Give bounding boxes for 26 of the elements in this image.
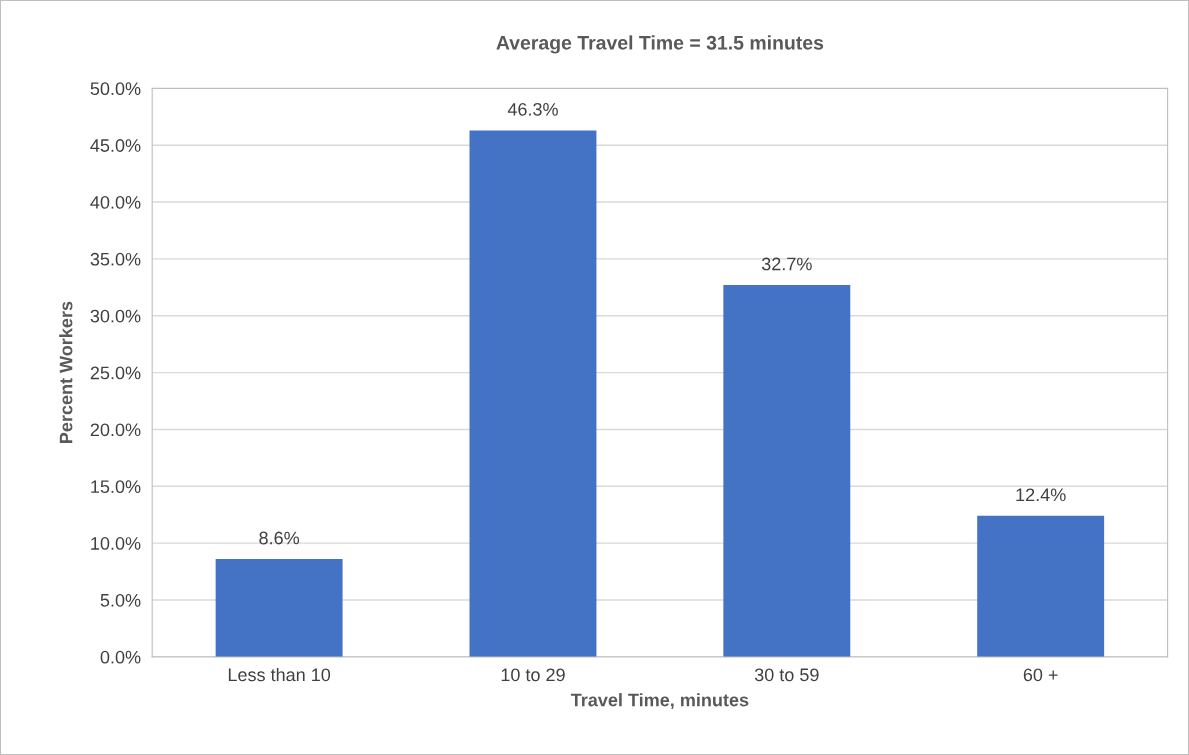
bar [977, 515, 1105, 657]
y-tick-label: 40.0% [90, 195, 141, 209]
x-tick-label: 30 to 59 [754, 668, 819, 682]
data-label: 46.3% [507, 102, 558, 116]
y-tick-label: 35.0% [90, 252, 141, 266]
y-tick-label: 5.0% [100, 593, 141, 607]
y-tick-label: 45.0% [90, 139, 141, 152]
y-tick-label: 10.0% [91, 537, 141, 550]
x-tick-label: 10 to 29 [501, 668, 565, 682]
bar [215, 559, 343, 657]
y-tick-label: 20.0% [90, 423, 141, 437]
data-label: 32.7% [761, 257, 812, 271]
bar [469, 130, 597, 657]
x-tick-label: 60 + [1023, 668, 1058, 682]
data-label: 12.4% [1016, 488, 1066, 502]
x-tick-label: Less than 10 [228, 667, 331, 682]
data-label: 8.6% [259, 531, 300, 545]
bar [723, 285, 851, 657]
x-axis-title: Travel Time, minutes [570, 693, 749, 710]
y-tick-label: 0.0% [100, 650, 141, 664]
y-axis-title: Percent Workers [59, 301, 73, 443]
y-tick-label: 25.0% [90, 366, 141, 380]
y-tick-label: 15.0% [91, 480, 141, 494]
chart-title: Average Travel Time = 31.5 minutes [496, 35, 824, 54]
y-tick-label: 30.0% [90, 309, 141, 323]
y-tick-label: 50.0% [90, 82, 141, 96]
